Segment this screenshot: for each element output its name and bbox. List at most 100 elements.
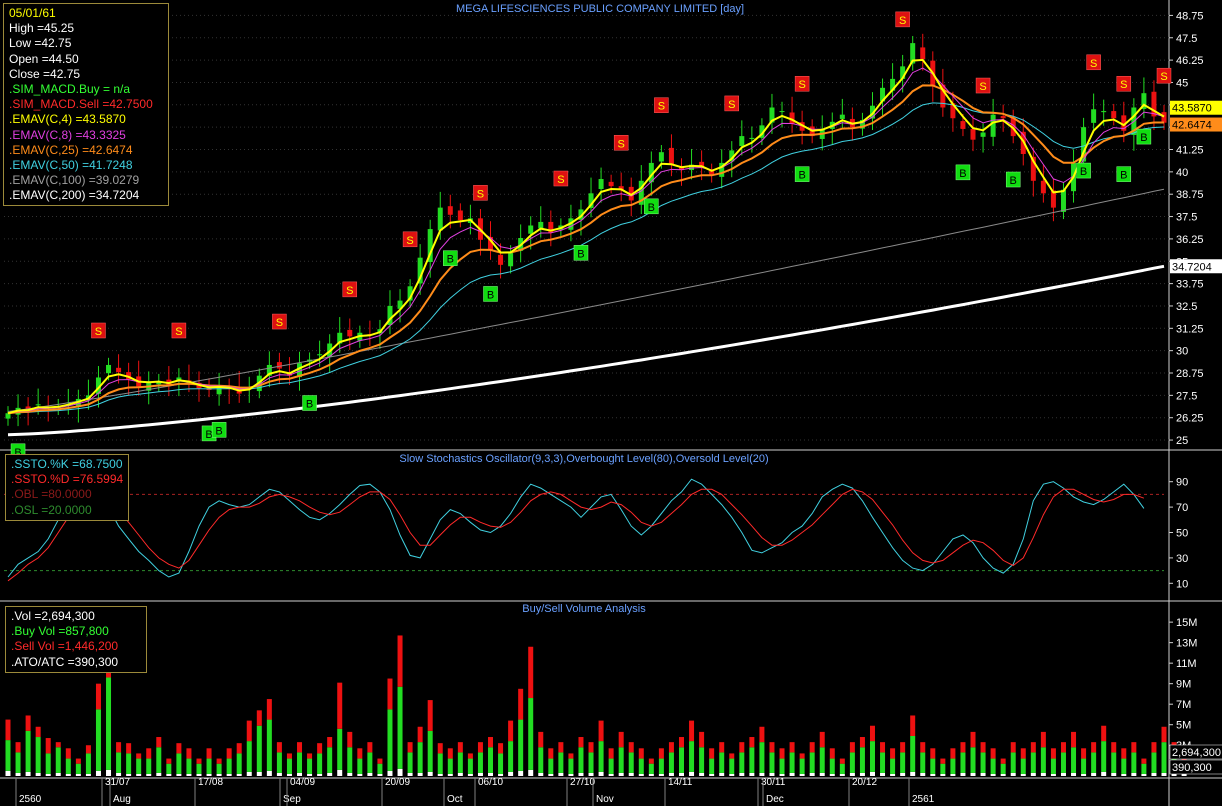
candle-body <box>437 207 443 231</box>
volume-bar-sell <box>869 725 875 742</box>
volume-bar-sell <box>407 742 413 753</box>
buy-signal-marker <box>302 395 317 411</box>
volume-bar-buy <box>407 752 413 773</box>
volume-bar-buy <box>226 758 232 774</box>
sell-signal-label: S <box>1160 71 1167 83</box>
volume-bar-sell <box>206 748 212 759</box>
candle-body <box>578 209 584 220</box>
volume-bar-ato <box>890 773 896 776</box>
volume-bar-buy <box>5 740 11 771</box>
sell-signal-marker <box>1116 75 1132 92</box>
volume-bar-sell <box>156 737 162 748</box>
volume-bar-buy <box>678 747 684 773</box>
volume-bar-ato <box>638 773 644 776</box>
volume-bar-buy <box>236 753 242 774</box>
volume-bar-sell <box>759 726 765 743</box>
candle-body <box>648 162 654 183</box>
volume-bar-buy <box>588 752 594 773</box>
volume-bar-ato <box>1131 772 1137 776</box>
volume-bar-sell <box>608 748 614 759</box>
volume-bar-sell <box>990 748 996 759</box>
volume-bar-ato <box>65 773 71 776</box>
x-tick-label: 30/11 <box>761 777 786 788</box>
candle-body <box>508 252 514 267</box>
volume-bar-buy <box>548 758 554 774</box>
volume-bar-buy <box>568 758 574 774</box>
volume-bar-ato <box>628 772 634 776</box>
sell-signal-marker <box>1086 54 1101 71</box>
volume-bar-sell <box>347 731 353 748</box>
volume-bar-buy <box>417 742 423 773</box>
ema-50-line <box>7 102 1165 414</box>
volume-bar-ato <box>538 772 544 776</box>
price-value-flag <box>1170 117 1222 132</box>
volume-bar-sell <box>839 758 845 764</box>
sell-signal-label: S <box>728 99 735 111</box>
price-readout-box: 05/01/61 High =45.25 Low =42.75 Open =44.50… <box>3 3 169 207</box>
candle-body <box>106 364 112 374</box>
candle-body <box>176 377 182 381</box>
volume-bar-ato <box>548 773 554 776</box>
volume-bar-sell <box>357 748 363 759</box>
volume-tick-label: 9M <box>1176 679 1191 691</box>
sell-signal-label: S <box>477 188 484 200</box>
volume-bar-ato <box>498 773 504 776</box>
volume-bar-buy <box>789 752 795 773</box>
buy-signal-marker <box>1136 128 1152 145</box>
volume-bar-sell <box>126 743 132 754</box>
volume-bar-sell <box>668 742 674 753</box>
x-tick-label: 14/11 <box>668 777 693 788</box>
volume-bar-buy <box>266 719 272 771</box>
volume-bar-buy <box>387 709 393 771</box>
volume-bar-sell <box>1010 742 1016 753</box>
volume-bar-sell <box>658 748 664 759</box>
x-tick-label: Aug <box>113 794 131 805</box>
volume-value-flag <box>1169 744 1222 760</box>
volume-bar-buy <box>206 758 212 774</box>
volume-bar-ato <box>689 771 695 776</box>
ema-100-line <box>7 188 1165 412</box>
candle-body <box>498 254 504 265</box>
volume-bar-ato <box>558 772 564 776</box>
volume-bar-sell <box>588 742 594 753</box>
readout-line: Close =42.75 <box>9 66 81 81</box>
candle-body <box>658 152 664 162</box>
volume-bar-ato <box>327 772 333 776</box>
candle-body <box>387 305 393 325</box>
readout-line: .OSL =20.0000 <box>11 502 92 517</box>
volume-bar-buy <box>920 752 926 773</box>
volume-bar-sell <box>749 737 755 748</box>
volume-bar-sell <box>457 742 463 753</box>
readout-line: .OBL =80.0000 <box>11 487 92 502</box>
volume-bar-buy <box>1030 752 1036 773</box>
buy-signal-marker <box>211 422 227 438</box>
volume-bar-buy <box>508 741 514 772</box>
volume-bar-ato <box>467 773 473 776</box>
volume-bar-ato <box>116 772 122 776</box>
volume-bar-ato <box>950 773 956 776</box>
readout-line: .SSTO.%K =68.7500 <box>11 457 123 471</box>
volume-bar-buy <box>196 763 202 774</box>
volume-bar-ato <box>719 772 725 776</box>
volume-bar-ato <box>266 770 272 776</box>
x-tick-label: Dec <box>766 794 784 805</box>
volume-bar-sell <box>417 726 423 743</box>
volume-bar-ato <box>1141 773 1147 776</box>
volume-bar-buy <box>799 758 805 774</box>
volume-bar-sell <box>508 720 514 742</box>
readout-line: .EMAV(C,8) =43.3325 <box>9 127 126 142</box>
volume-bar-ato <box>447 773 453 776</box>
volume-bar-buy <box>477 752 483 773</box>
volume-bar-sell <box>970 731 976 748</box>
candle-body <box>156 381 162 385</box>
volume-bar-buy <box>960 752 966 773</box>
volume-bar-ato <box>15 772 21 776</box>
volume-bar-ato <box>367 772 373 776</box>
volume-bar-ato <box>1161 772 1167 776</box>
volume-bar-sell <box>447 748 453 759</box>
candle-body <box>739 136 745 147</box>
volume-bar-ato <box>960 772 966 776</box>
buy-signal-marker <box>443 250 458 266</box>
price-tick-label: 40 <box>1176 167 1188 179</box>
price-tick-label: 32.5 <box>1176 301 1197 313</box>
